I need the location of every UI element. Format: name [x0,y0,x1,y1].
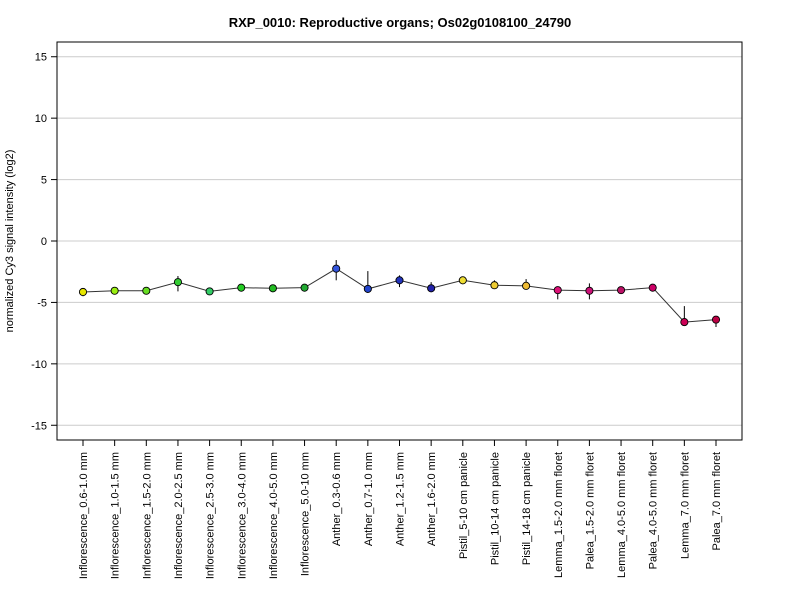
x-tick-label: Anther_1.6-2.0 mm [426,452,438,546]
x-tick-label: Pistil_10-14 cm panicle [489,452,501,565]
data-points [78,264,721,327]
x-tick-label: Inflorescence_4.0-5.0 mm [268,452,280,579]
x-tick-label: Palea_7.0 mm floret [711,452,723,550]
x-tick-label: Anther_0.3-0.6 mm [331,452,343,546]
data-point [78,287,88,297]
x-tick-label: Inflorescence_2.5-3.0 mm [205,452,217,579]
data-point [363,284,372,293]
data-point [522,281,531,290]
x-tick-label: Inflorescence_0.6-1.0 mm [78,452,90,579]
data-point [205,287,214,296]
x-tick-label: Lemma_7.0 mm floret [679,452,691,559]
x-tick-label: Anther_0.7-1.0 mm [363,452,375,546]
x-tick-label: Pistil_5-10 cm panicle [458,452,470,559]
data-point [173,278,182,287]
data-point [680,318,689,327]
data-point [458,276,467,285]
x-tick-label: Lemma_4.0-5.0 mm floret [616,452,628,578]
data-point [395,276,404,285]
data-point [237,283,246,292]
x-tick-label: Anther_1.2-1.5 mm [395,452,407,546]
data-point [142,286,151,295]
data-point [332,264,341,273]
x-tick-label: Inflorescence_5.0-10 mm [300,452,312,576]
x-tick-label: Inflorescence_2.0-2.5 mm [173,452,185,579]
x-tick-label: Inflorescence_1.0-1.5 mm [110,452,122,579]
data-point [553,286,562,295]
x-tick-label: Inflorescence_3.0-4.0 mm [236,452,248,579]
y-tick-label: -10 [31,359,47,371]
y-tick-label: 10 [35,113,47,125]
data-point [648,283,657,292]
y-axis: 15 10 5 0 -5 -10 -15 [31,52,57,432]
x-tick-label: Pistil_14-18 cm panicle [521,452,533,565]
x-tick-label: Lemma_1.5-2.0 mm floret [553,452,565,578]
x-tick-label: Palea_1.5-2.0 mm floret [584,452,596,569]
y-tick-label: 15 [35,52,47,64]
data-point [110,286,119,295]
gridlines [57,56,742,426]
data-point [617,286,626,295]
x-tick-label: Palea_4.0-5.0 mm floret [648,452,660,569]
data-point [711,315,721,324]
x-tick-label: Inflorescence_1.5-2.0 mm [141,452,153,579]
data-point [300,283,309,292]
data-point [427,284,436,293]
data-point [268,284,277,293]
y-tick-label: -15 [31,420,47,432]
y-tick-label: 0 [41,236,47,248]
chart-title: RXP_0010: Reproductive organs; Os02g0108… [229,15,572,30]
y-tick-label: 5 [41,175,47,187]
data-point [585,286,594,295]
x-axis: Inflorescence_0.6-1.0 mm Inflorescence_1.… [78,440,723,579]
y-axis-label: normalized Cy3 signal intensity (log2) [4,150,16,333]
data-point [490,281,499,290]
y-tick-label: -5 [37,297,47,309]
